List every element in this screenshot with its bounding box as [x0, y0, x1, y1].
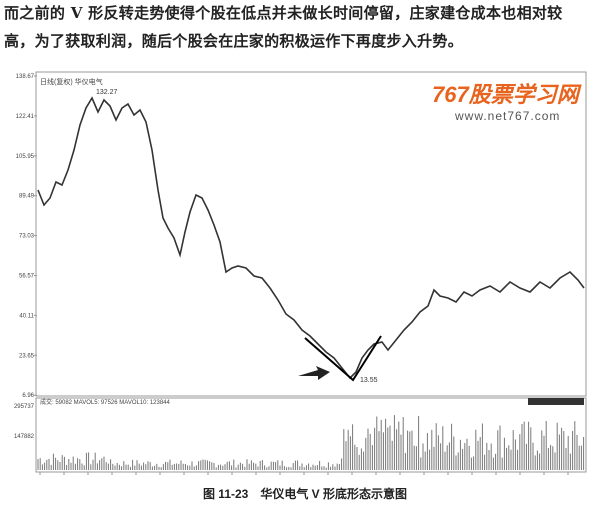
y-label: 56.57 — [19, 274, 35, 280]
y-label: 73.03 — [19, 234, 35, 240]
volume-header: 成交: 59082 MAVOL5: 97526 MAVOL10: 123844 — [40, 398, 171, 406]
price-line — [37, 96, 585, 380]
low-label: 13.55 — [360, 377, 378, 384]
y-label: 138.67 — [16, 74, 35, 80]
volume-panel — [35, 397, 587, 473]
chart-header: 日线(复权) 华仪电气 — [40, 77, 103, 86]
volume-label: 295737 — [14, 404, 35, 410]
watermark: 767股票学习网 — [432, 82, 582, 107]
arrow — [298, 366, 330, 380]
paragraph-line: 高，为了获取利润，随后个股会在庄家的积极运作下再度步入升势。 — [4, 32, 464, 50]
y-label: 40.11 — [19, 313, 34, 319]
y-label: 105.95 — [16, 154, 35, 160]
panel-tab — [528, 398, 584, 405]
volume-label: 147882 — [14, 434, 35, 440]
watermark-url: www.net767.com — [454, 109, 560, 123]
price-panel — [35, 71, 587, 397]
caption: 图 11-23 华仪电气 V 形底形态示意图 — [203, 486, 407, 501]
y-label: 122.41 — [16, 114, 35, 120]
high-label: 132.27 — [96, 89, 118, 96]
v-pattern — [304, 335, 382, 382]
paragraph-line: 而之前的 V 形反转走势使得个股在低点并未做长时间停留，庄家建仓成本也相对较 — [4, 4, 563, 22]
y-label: 23.65 — [19, 353, 35, 359]
y-label: 89.49 — [19, 194, 35, 200]
y-label: 6.96 — [22, 393, 34, 399]
